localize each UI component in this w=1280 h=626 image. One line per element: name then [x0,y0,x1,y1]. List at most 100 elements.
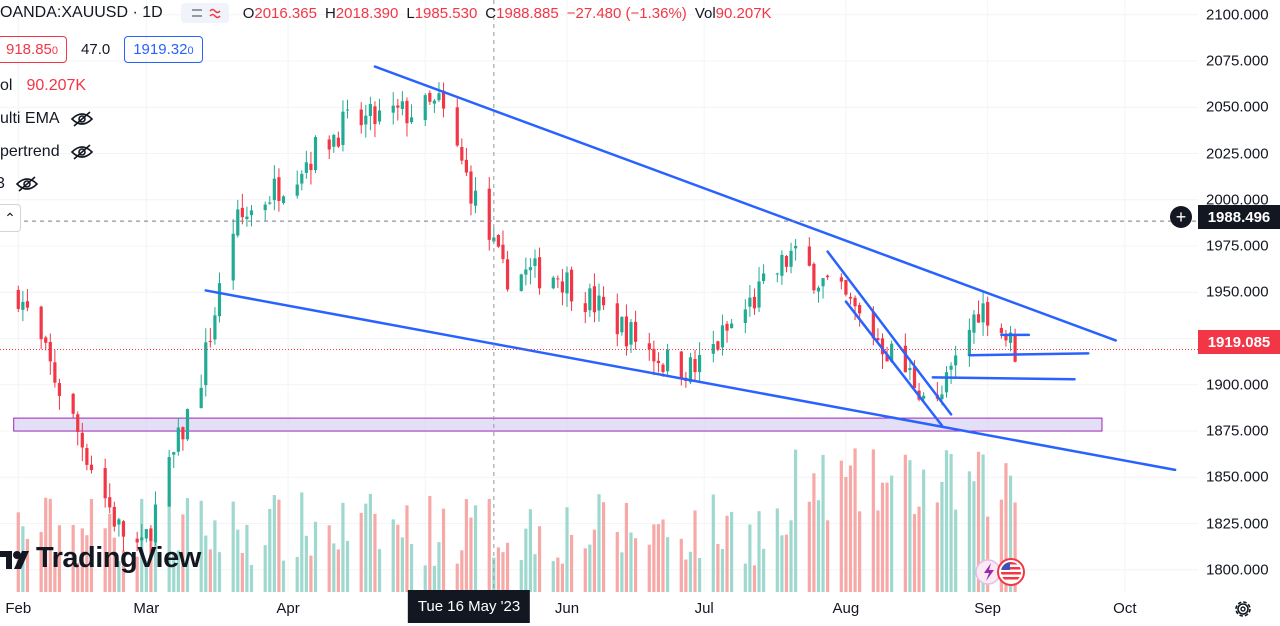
volume-bar [240,552,244,592]
volume-bar [341,502,345,592]
candle-body [231,233,235,281]
pill-waves-icon[interactable] [180,3,229,23]
volume-bar [423,565,427,592]
volume-bar [661,519,665,592]
candle-body [368,103,372,117]
candle-body [903,345,907,373]
candle-body [505,259,510,290]
volume-bar [688,551,693,592]
candle-body [853,297,857,307]
buy-button[interactable]: 1919.320 [124,36,203,63]
volume-bar [679,538,683,592]
volume-bar [890,475,894,592]
volume-bar [656,524,661,592]
volume-bar [44,497,48,592]
flag-upper-line [826,250,953,416]
volume-bar [560,563,565,592]
volume-bar [327,525,331,592]
candle-body [665,349,670,372]
volume-bar [263,545,267,592]
candle-body [185,408,190,440]
candle-body [652,348,656,362]
volume-bar [757,511,761,592]
candle-body [71,393,75,414]
candle-body [697,355,702,373]
candle-body [762,273,766,282]
candle-body [85,447,89,465]
volume-bar [629,532,633,592]
volume-bar [505,542,510,592]
candle-body [784,256,789,267]
indicator-volume[interactable]: ol 90.207K [0,77,87,94]
candle-body [121,521,126,537]
time-scale-background[interactable] [0,592,1198,626]
volume-bar [615,531,619,592]
ohlc-value: 2018.390 [335,4,399,22]
tradingview-logo: TradingView [0,542,201,575]
us-flag-icon[interactable] [975,557,1029,587]
candle-body [295,184,299,196]
volume-bar [1013,502,1017,592]
candle-body [377,110,382,122]
candle-body [236,209,240,236]
candle-body [405,100,409,124]
volume-bar [396,524,400,592]
volume-bar [752,565,757,592]
volume-bar [39,531,43,592]
indicator-multi-ema[interactable]: ulti EMA [0,110,94,128]
volume-bar [748,524,752,592]
gear-icon[interactable] [1232,598,1254,620]
volume-bar [76,562,80,592]
horizontal-lines [0,0,1198,592]
volume-bar [826,520,830,592]
volume-bar [313,521,318,592]
volume-bar [821,454,825,592]
candle-body [501,244,505,260]
eye-off-icon[interactable] [70,143,94,161]
eye-off-icon[interactable] [15,175,39,193]
volume-bar [569,534,574,592]
volume-bar [784,534,789,592]
candle-body [999,327,1003,334]
candle-body [428,92,432,102]
eye-off-icon[interactable] [70,110,94,128]
volume-bar [551,561,555,592]
lower-wedge-line [204,289,1177,472]
indicator-supertrend[interactable]: pertrend [0,143,94,161]
chevron-up-icon[interactable]: ⌃ [0,204,21,232]
time-tick-label: Apr [276,600,300,617]
symbol-title[interactable]: OANDA:XAUUSD · 1D [0,4,163,21]
candle-body [441,90,446,109]
candle-body [487,188,491,240]
volume-bar [839,460,843,592]
volume-bar [917,506,921,592]
price-scale-background[interactable] [1198,0,1280,592]
candle-body [153,504,158,543]
price-tick-label: 2025.000 [1206,145,1269,163]
volume-bar [871,449,875,592]
sell-button[interactable]: 918.850 [0,36,68,63]
candle-body [679,351,683,379]
candle-body [80,432,84,448]
candle-body [725,323,729,331]
volume-bar [345,540,350,592]
candle-body [912,367,917,389]
volume-bar [359,512,363,592]
volume-bar [441,508,446,592]
volume-bar [537,526,542,592]
upper-wedge-line [373,65,1117,342]
candle-body [908,368,912,371]
price-tick-label: 1825.000 [1206,515,1269,533]
candle-body [647,343,651,350]
volume-bar [217,552,222,592]
ohlc-value: 1985.530 [414,4,478,22]
ohlc-key: O [242,4,255,22]
candle-body [524,269,528,275]
price-tick-label: 2075.000 [1206,52,1269,70]
candle-body [469,171,473,204]
candle-body [752,296,757,309]
volume-bar [455,563,459,592]
indicator-third[interactable]: 3 [0,175,39,193]
plus-circle-icon[interactable]: + [1170,206,1192,228]
